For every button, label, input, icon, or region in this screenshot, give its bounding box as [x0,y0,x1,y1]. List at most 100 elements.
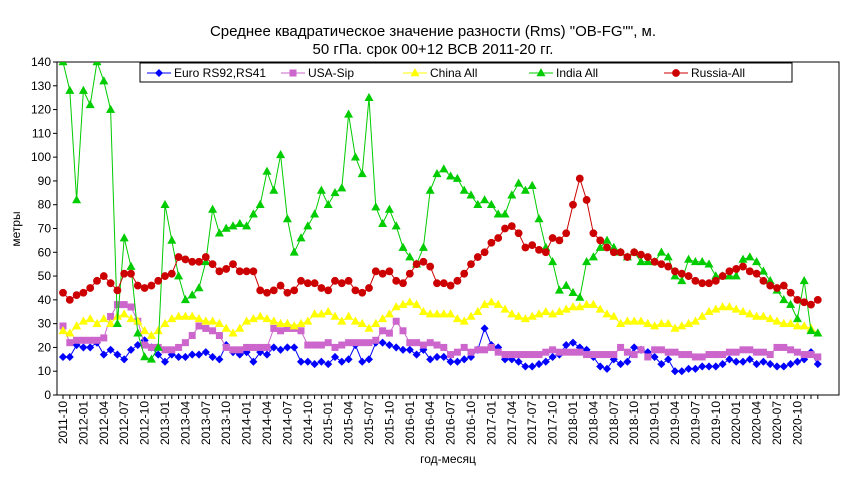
data-point [331,276,339,285]
data-point [188,350,197,359]
data-point [276,149,286,159]
data-point [324,339,332,347]
data-point [718,360,727,369]
data-point [303,279,312,288]
data-point [494,348,502,356]
data-point [636,316,646,325]
data-point [793,357,802,366]
data-point [73,336,81,344]
data-point [194,283,204,292]
data-point [338,341,346,349]
x-tick-label: 2012-04 [97,401,111,445]
data-point [481,346,489,354]
data-point [384,309,394,318]
data-point [473,306,483,316]
legend-item: Russia-All [664,66,745,80]
data-point [256,286,265,295]
data-point [629,316,639,325]
data-point [419,341,427,349]
x-tick-label: 2012-07 [117,401,131,445]
data-point [501,224,509,233]
legend: Euro RS92,RS41 USA-Sip China All India All R… [139,62,793,83]
legend-item: Euro RS92,RS41 [147,66,266,80]
data-point [528,362,537,371]
legend-item: India All [529,66,598,80]
chart-subtitle: 50 гПа. срок 00+12 ВСВ 2011-20 гг. [313,41,554,58]
data-point [399,327,407,335]
data-point [127,269,135,278]
x-tick-label: 2017-04 [505,401,519,445]
data-point [663,252,673,261]
data-point [582,256,592,266]
data-point [147,343,155,351]
x-tick-label: 2019-07 [688,401,702,445]
data-point [202,324,210,332]
data-point [209,327,217,335]
data-point [330,352,340,361]
data-point [126,345,136,354]
data-point [467,260,475,269]
data-point [745,355,754,364]
data-point [385,329,393,337]
data-point [677,367,686,376]
data-point [548,309,558,318]
data-point [222,265,231,273]
data-point [112,318,122,327]
data-point [324,286,333,295]
data-point [779,295,789,304]
legend-marker [289,69,297,77]
legend-marker [410,68,420,77]
x-tick-label: 2017-07 [525,401,539,445]
data-point [507,222,516,231]
data-point [494,234,503,242]
data-point [391,302,401,311]
data-point [452,173,462,182]
data-point [691,276,700,285]
y-tick-label: 110 [32,126,51,140]
data-point [126,261,136,270]
data-point [175,343,183,351]
data-point [311,341,319,349]
data-point [282,214,292,223]
data-point [609,311,619,320]
data-point [602,235,612,244]
x-tick-label: 2012-10 [138,401,152,445]
data-point [249,343,257,351]
data-point [684,364,693,373]
data-point [780,343,788,351]
data-point [793,295,802,304]
legend-box [139,62,793,83]
data-point [317,357,326,366]
data-point [575,174,584,183]
data-point [439,164,449,173]
x-tick-label: 2019-01 [648,401,662,445]
data-point [705,351,713,359]
data-point [711,362,720,371]
data-point [255,199,265,209]
data-point [602,309,612,318]
x-tick-label: 2017-10 [546,401,560,445]
data-point [195,257,203,266]
data-point [344,355,353,364]
data-point [704,362,714,371]
y-axis-label: метры [9,211,23,246]
data-point [392,343,401,352]
x-tick-label: 2018-10 [627,401,641,445]
legend-label: USA-Sip [308,66,354,80]
data-point [379,327,387,335]
data-point [296,318,306,327]
data-point [160,318,170,327]
y-tick-label: 90 [38,174,52,188]
data-point [425,185,435,194]
data-point [86,284,95,292]
data-point [637,250,645,259]
data-point [786,318,796,327]
data-point [263,343,271,351]
data-point [602,364,612,373]
data-point [337,183,347,192]
data-point [66,339,74,347]
data-point [405,345,414,354]
data-point [487,238,496,247]
data-point [303,221,313,230]
data-point [160,199,170,209]
